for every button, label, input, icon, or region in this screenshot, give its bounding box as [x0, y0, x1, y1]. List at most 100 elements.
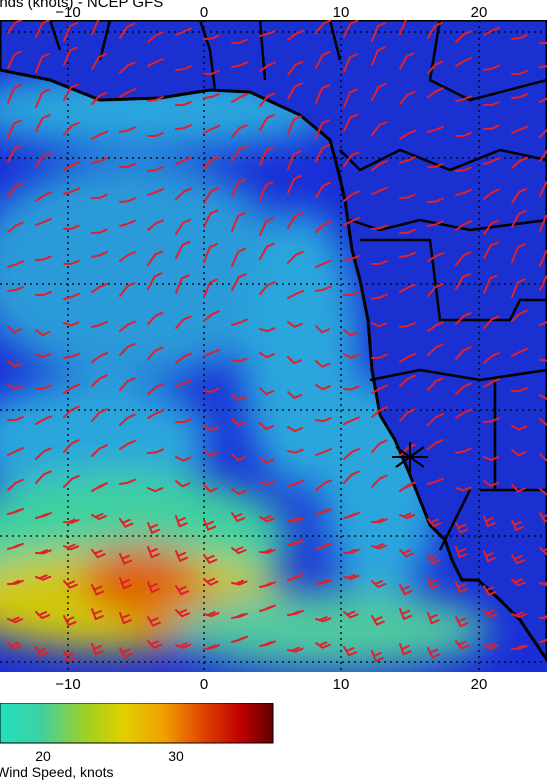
wind-barb-icon [511, 93, 528, 99]
wind-barb-icon [399, 156, 416, 164]
wind-barb-icon [287, 479, 304, 487]
wind-barb-icon [315, 84, 330, 104]
wind-barb-icon [119, 439, 136, 450]
wind-barb-icon [511, 484, 527, 493]
wind-barb-icon [91, 608, 104, 621]
wind-barb-icon [175, 100, 192, 106]
wind-barb-icon [91, 320, 108, 328]
wind-barb-icon [511, 278, 526, 298]
wind-barb-icon [7, 286, 24, 292]
wind-barb-icon [63, 292, 80, 300]
wind-speed-field [0, 70, 540, 670]
wind-barb-icon [483, 417, 500, 423]
wind-barb-icon [259, 242, 275, 260]
wind-barb-icon [511, 425, 528, 431]
wind-barb-icon [343, 353, 359, 360]
wind-barb-icon [455, 346, 472, 360]
wind-barb-icon [483, 550, 496, 563]
wind-barb-icon [63, 259, 80, 265]
wind-barb-icon [175, 515, 188, 528]
wind-barb-icon [35, 611, 51, 620]
wind-barb-icon [175, 156, 192, 165]
graticule [0, 20, 547, 672]
wind-barb-icon [455, 382, 472, 395]
wind-barbs [7, 20, 547, 663]
wind-barb-icon [315, 542, 332, 550]
wind-barb-icon [259, 581, 276, 588]
wind-barb-icon [483, 64, 500, 71]
wind-barb-icon [231, 512, 246, 523]
wind-barb-icon [399, 193, 416, 199]
wind-barb-icon [35, 255, 52, 261]
wind-barb-icon [63, 46, 78, 66]
wind-barb-icon [343, 448, 360, 460]
wind-barb-icon [147, 132, 164, 137]
wind-barb-icon [63, 650, 76, 663]
wind-barb-icon [231, 612, 248, 619]
wind-barb-icon [119, 88, 136, 98]
wind-barb-icon [175, 274, 190, 294]
wind-barb-icon [315, 325, 331, 334]
wind-barb-icon [455, 220, 472, 231]
wind-barb-icon [91, 549, 106, 559]
wind-barb-icon [7, 84, 22, 104]
wind-barb-icon [315, 181, 332, 198]
wind-barb-icon [315, 220, 332, 233]
wind-barb-icon [63, 161, 80, 171]
wind-barb-icon [147, 311, 164, 325]
wind-barb-icon [483, 456, 500, 462]
wind-barb-icon [35, 353, 52, 359]
wind-barb-icon [119, 162, 136, 168]
wind-barb-icon [147, 272, 163, 290]
wind-barb-icon [511, 188, 528, 204]
wind-barb-icon [455, 616, 469, 628]
wind-barb-icon [287, 426, 303, 433]
wind-barb-icon [511, 519, 524, 532]
wind-barb-icon [147, 219, 164, 231]
wind-barb-icon [483, 124, 500, 130]
wind-barb-icon [399, 408, 416, 422]
wind-barb-icon [7, 616, 24, 624]
wind-barb-icon [399, 443, 416, 457]
wind-barb-icon [371, 82, 387, 101]
wind-barb-icon [399, 608, 412, 621]
wind-barb-icon [7, 50, 23, 69]
wind-barb-icon [399, 481, 416, 492]
wind-barb-icon [7, 542, 24, 550]
colorbar-label: Wind Speed, knots [0, 764, 114, 780]
wind-barb-icon [175, 124, 192, 130]
wind-barb-icon [539, 65, 547, 68]
wind-barb-icon [371, 186, 388, 195]
wind-barb-icon [203, 243, 218, 263]
wind-barb-icon [91, 228, 108, 234]
wind-barb-icon [203, 484, 219, 493]
wind-barb-icon [455, 251, 472, 266]
wind-barb-icon [231, 579, 248, 586]
wind-barb-icon [371, 322, 388, 328]
wind-barb-icon [35, 20, 51, 38]
wind-barb-icon [259, 640, 276, 647]
wind-barb-icon [35, 415, 52, 425]
wind-barb-icon [287, 539, 304, 546]
wind-barb-icon [427, 553, 441, 565]
wind-barb-icon [511, 210, 527, 228]
wind-barb-icon [427, 220, 444, 227]
wind-barb-icon [511, 309, 528, 322]
colorbar-tick-label: 30 [168, 748, 184, 764]
wind-barb-icon [343, 511, 360, 519]
wind-barb-icon [259, 92, 276, 107]
wind-barb-icon [511, 125, 528, 134]
wind-barb-icon [203, 577, 219, 586]
wind-barb-icon [259, 327, 276, 333]
wind-barb-icon [455, 447, 472, 454]
top-lon-tick: 10 [332, 4, 350, 21]
wind-barb-icon [203, 310, 220, 322]
wind-barb-icon [259, 422, 275, 431]
wind-barb-icon [539, 512, 547, 523]
wind-barb-icon [91, 352, 108, 363]
wind-barb-icon [35, 217, 52, 226]
wind-barb-icon [315, 360, 331, 368]
wind-barb-icon [259, 387, 275, 396]
wind-barb-icon [175, 585, 190, 596]
wind-barb-icon [35, 152, 52, 167]
